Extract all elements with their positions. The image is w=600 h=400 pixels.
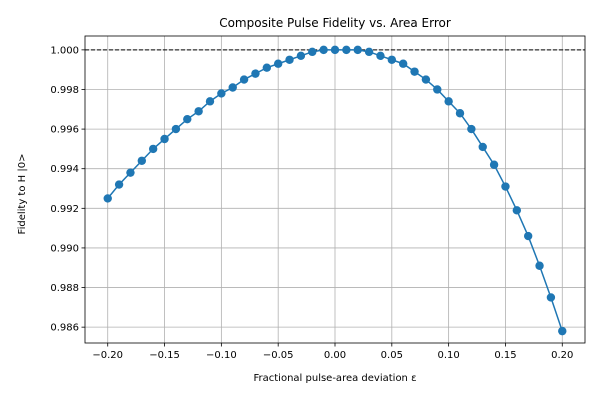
data-point: [455, 109, 465, 118]
data-point: [444, 97, 453, 106]
x-tick-label: −0.15: [149, 350, 180, 361]
y-tick-label: 0.994: [50, 164, 79, 175]
data-point: [342, 45, 351, 55]
data-point: [353, 45, 362, 55]
data-point: [183, 114, 192, 124]
data-point: [376, 51, 385, 61]
data-point: [103, 194, 112, 203]
data-point: [148, 144, 158, 154]
data-point: [433, 85, 442, 94]
data-point: [523, 231, 533, 241]
data-point: [205, 97, 215, 106]
data-point: [285, 55, 294, 64]
data-point: [558, 326, 567, 336]
y-tick-label: 0.998: [50, 85, 79, 96]
chart-title: Composite Pulse Fidelity vs. Area Error: [219, 16, 451, 30]
data-point: [387, 55, 397, 64]
series-group: [103, 45, 567, 336]
data-point: [262, 63, 272, 72]
data-point: [421, 75, 431, 84]
y-tick-label: 0.990: [50, 243, 79, 254]
data-point: [489, 160, 499, 169]
x-tick-label: 0.05: [381, 350, 403, 361]
data-point: [194, 107, 203, 116]
y-tick-label: 0.988: [50, 283, 79, 294]
data-point: [478, 142, 487, 152]
x-tick-label: 0.10: [438, 350, 460, 361]
y-tick-label: 0.986: [50, 323, 79, 334]
data-point: [114, 180, 124, 189]
data-point: [319, 45, 328, 55]
y-axis: 0.986 0.988 0.990 0.992 0.994 0.996 0.998 1.000: [50, 45, 85, 334]
y-tick-label: 1.000: [50, 45, 79, 56]
data-point: [535, 261, 544, 270]
data-point: [546, 293, 556, 302]
data-point: [467, 124, 476, 134]
y-axis-label: Fidelity to H |0>: [17, 154, 28, 235]
data-point: [137, 156, 147, 165]
x-tick-label: 0.20: [551, 350, 573, 361]
x-tick-label: −0.10: [206, 350, 237, 361]
x-tick-label: −0.05: [263, 350, 294, 361]
data-point: [239, 75, 249, 84]
data-point: [330, 45, 340, 55]
data-point: [217, 89, 226, 98]
x-tick-label: 0.15: [494, 350, 516, 361]
data-point: [364, 47, 374, 57]
data-point: [501, 182, 510, 191]
y-tick-label: 0.992: [50, 204, 79, 215]
data-point: [410, 67, 419, 76]
data-point: [273, 59, 283, 68]
x-tick-label: 0.00: [324, 350, 346, 361]
data-point: [512, 206, 522, 215]
y-tick-label: 0.996: [50, 125, 79, 136]
data-point: [126, 168, 135, 177]
x-axis-label: Fractional pulse-area deviation ε: [254, 373, 417, 384]
x-tick-label: −0.20: [92, 350, 123, 361]
data-point: [296, 51, 306, 61]
data-point: [308, 47, 317, 57]
data-point: [160, 134, 169, 144]
data-point: [251, 69, 260, 78]
data-point: [171, 124, 181, 134]
data-point: [398, 59, 408, 68]
x-axis: −0.20 −0.15 −0.10 −0.05 0.00 0.05 0.10 0.15 0.20: [92, 343, 573, 361]
data-point: [228, 83, 237, 92]
